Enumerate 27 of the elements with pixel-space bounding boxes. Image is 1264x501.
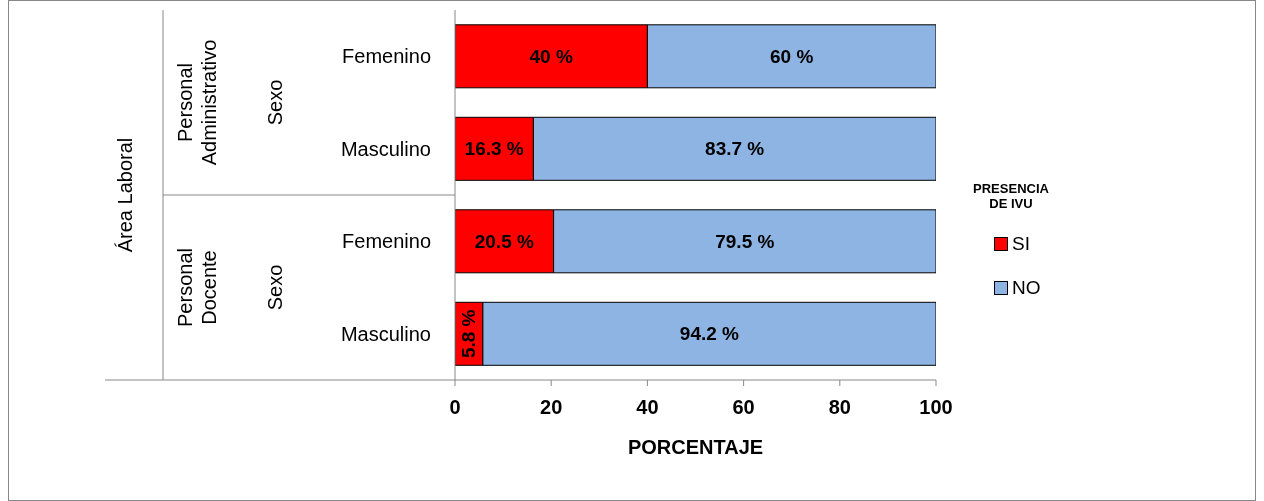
x-tick-label: 40 <box>636 396 659 419</box>
data-label: 16.3 % <box>464 138 524 160</box>
x-tick-label: 60 <box>732 396 755 419</box>
text: Personal Administrativo <box>174 39 220 166</box>
x-tick-label: 0 <box>449 396 461 419</box>
x-tick-label: 20 <box>540 396 563 419</box>
data-label: 83.7 % <box>705 138 765 160</box>
legend-label: SI <box>1012 232 1030 255</box>
legend-title: PRESENCIA DE IVU <box>972 180 1050 211</box>
text: Personal Docente <box>174 248 220 327</box>
data-label: 5.8 % <box>458 309 480 359</box>
data-label: 40 % <box>529 45 573 67</box>
legend-label: NO <box>1012 276 1041 299</box>
data-label: 60 % <box>770 45 814 67</box>
x-tick-label: 80 <box>828 396 851 419</box>
y-tick-label: Femenino <box>342 230 431 253</box>
x-axis-title: PORCENTAJE <box>627 436 764 459</box>
y-tick-label: Masculino <box>340 137 431 160</box>
x-tick-label: 100 <box>919 396 953 419</box>
data-label: 20.5 % <box>474 230 534 252</box>
y-tick-label: Masculino <box>340 322 431 345</box>
data-label: 79.5 % <box>715 230 775 252</box>
text: Sexo <box>264 264 286 311</box>
text: Área Laboral <box>114 137 136 253</box>
y-tick-label: Femenino <box>342 45 431 68</box>
text: Sexo <box>264 79 286 126</box>
data-label: 94.2 % <box>679 323 740 345</box>
